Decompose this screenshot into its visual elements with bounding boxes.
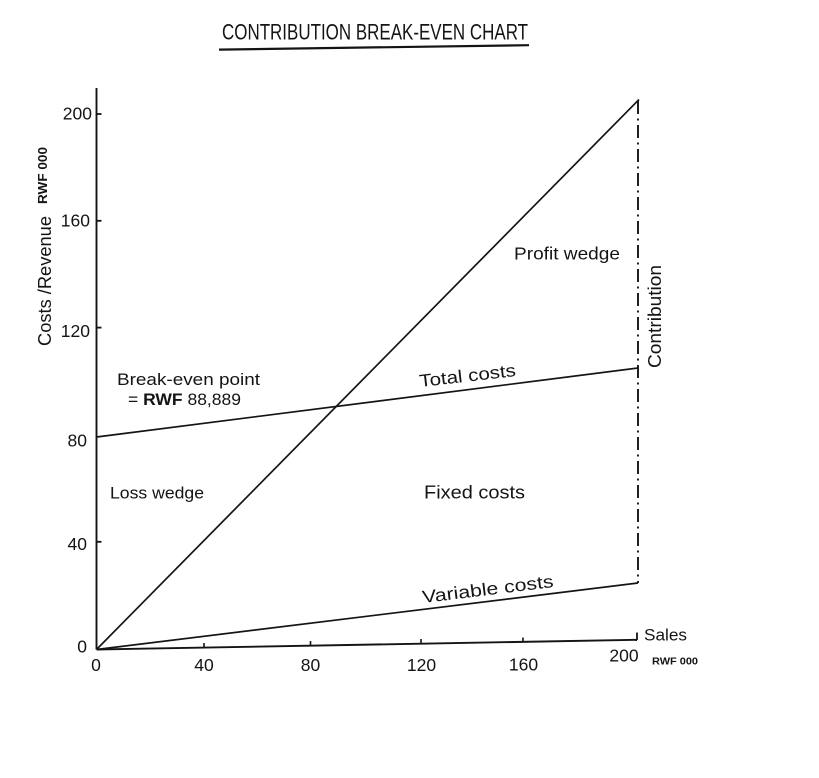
svg-text:RWF 000: RWF 000 xyxy=(652,656,698,668)
svg-text:Sales: Sales xyxy=(644,626,687,645)
svg-text:CONTRIBUTION BREAK-EVEN CHART: CONTRIBUTION BREAK-EVEN CHART xyxy=(222,20,528,45)
svg-text:RWF 000: RWF 000 xyxy=(35,147,50,204)
svg-text:80: 80 xyxy=(68,431,88,451)
svg-text:0: 0 xyxy=(91,655,101,675)
svg-text:200: 200 xyxy=(609,646,638,666)
svg-text:160: 160 xyxy=(61,211,90,231)
svg-text:120: 120 xyxy=(407,655,436,675)
svg-text:40: 40 xyxy=(194,655,214,675)
svg-text:160: 160 xyxy=(509,655,538,675)
svg-text:200: 200 xyxy=(63,104,92,124)
svg-text:Contribution: Contribution xyxy=(644,265,665,368)
svg-text:= RWF 88,889: = RWF 88,889 xyxy=(128,391,241,409)
svg-text:80: 80 xyxy=(301,655,321,675)
svg-text:120: 120 xyxy=(61,321,90,341)
svg-text:Loss wedge: Loss wedge xyxy=(110,484,204,503)
svg-text:0: 0 xyxy=(77,637,87,657)
svg-text:Profit wedge: Profit wedge xyxy=(514,244,620,264)
svg-text:Break-even point: Break-even point xyxy=(117,370,260,389)
svg-text:Costs /Revenue: Costs /Revenue xyxy=(35,216,55,346)
svg-text:40: 40 xyxy=(68,534,88,554)
svg-text:Fixed costs: Fixed costs xyxy=(424,483,525,503)
